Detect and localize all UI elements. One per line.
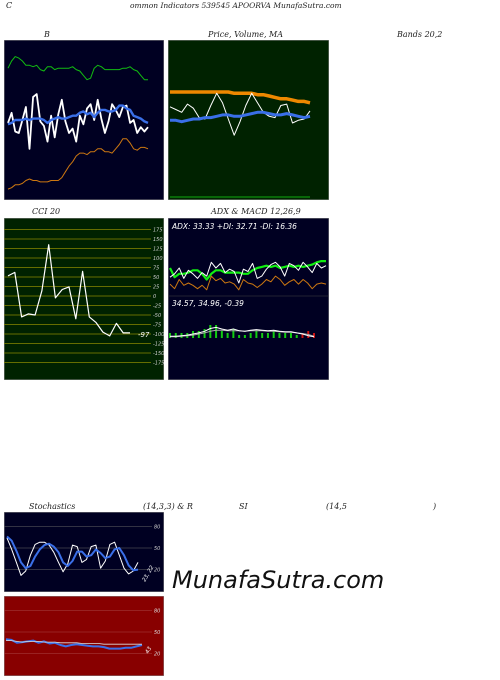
header-c: C xyxy=(6,1,13,10)
pm-series-ma-short xyxy=(170,110,311,124)
pm-series-price xyxy=(169,92,311,136)
adx-series-adx xyxy=(169,259,326,281)
stoch-tick-label: 50 xyxy=(154,546,160,552)
stoch-series-d xyxy=(6,535,139,572)
adx-readout: ADX: 33.33 +DI: 32.71 -DI: 16.36 xyxy=(171,222,297,231)
cci-line xyxy=(7,244,130,337)
cci-tick-label: 50 xyxy=(153,275,159,281)
bb-series-upper xyxy=(7,56,148,81)
cci-tick-label: 125 xyxy=(153,247,163,253)
price-ma-panel xyxy=(168,40,329,200)
page-title: ommon Indicators 539545 APOORVA MunafaSu… xyxy=(130,1,342,10)
bb-series-middle xyxy=(7,104,149,126)
cci-tick-label: -75 xyxy=(153,323,161,329)
stoch-tick-label: 20 xyxy=(154,568,160,574)
cci-tick-label: -25 xyxy=(153,304,161,310)
stoch-label-e: ) xyxy=(433,502,437,511)
cci-tick-label: 100 xyxy=(153,256,163,262)
watermark: MunafaSutra.com xyxy=(172,566,385,594)
cci-tick-label: 25 xyxy=(153,285,159,291)
adx-series-plus-di xyxy=(169,261,327,284)
macd-line xyxy=(170,326,315,338)
macd-readout: 34.57, 34.96, -0.39 xyxy=(172,299,244,308)
stoch-label-c: SI xyxy=(239,502,248,511)
rsi-tick-label: 50 xyxy=(154,630,160,636)
bollinger-panel xyxy=(4,40,164,200)
bands-label: Bands 20,2 xyxy=(397,30,443,39)
cci-tick-label: -175 xyxy=(153,361,164,367)
stoch-series-k xyxy=(6,537,139,576)
cci-tick-label: 75 xyxy=(153,266,159,272)
stoch-tick-label: 80 xyxy=(154,524,160,530)
cci-tick-label: -150 xyxy=(153,351,164,357)
adx-panel: ADX: 33.33 +DI: 32.71 -DI: 16.36 34.57, … xyxy=(168,218,329,380)
cci-tick-label: 150 xyxy=(153,237,163,243)
rsi-panel: 80 50 20 43 xyxy=(4,596,164,676)
rsi-tick-label: 20 xyxy=(154,652,160,658)
cci-tick-label: -100 xyxy=(153,332,164,338)
bands-label-b: B xyxy=(44,30,50,39)
cci-tick-label: 175 xyxy=(153,228,163,234)
rsi-tick-label: 80 xyxy=(154,608,160,614)
cci-last-value: -97 xyxy=(138,331,150,339)
cci-tick-label: -125 xyxy=(153,342,164,348)
cci-panel: 175 150 125 100 75 50 25 0 -25 -50 -75 -100 -125 -150… xyxy=(4,218,164,380)
bb-series-lower xyxy=(7,138,149,190)
cci-tick-label: 0 xyxy=(153,294,156,300)
price-ma-label: Price, Volume, MA xyxy=(208,30,284,39)
pm-series-ma-long xyxy=(170,90,311,105)
stoch-label-b: (14,3,3) & R xyxy=(143,502,193,511)
adx-series-minus-di xyxy=(169,275,327,291)
cci-tick-label: -50 xyxy=(153,313,161,319)
rsi-last-value: 43 xyxy=(145,646,154,655)
rsi-series-ref xyxy=(6,640,142,645)
stoch-label-a: Stochastics xyxy=(29,502,76,511)
adx-macd-label: ADX & MACD 12,26,9 xyxy=(211,207,301,216)
cci-label: CCI 20 xyxy=(32,207,61,216)
stoch-label-d: (14,5 xyxy=(326,502,347,511)
